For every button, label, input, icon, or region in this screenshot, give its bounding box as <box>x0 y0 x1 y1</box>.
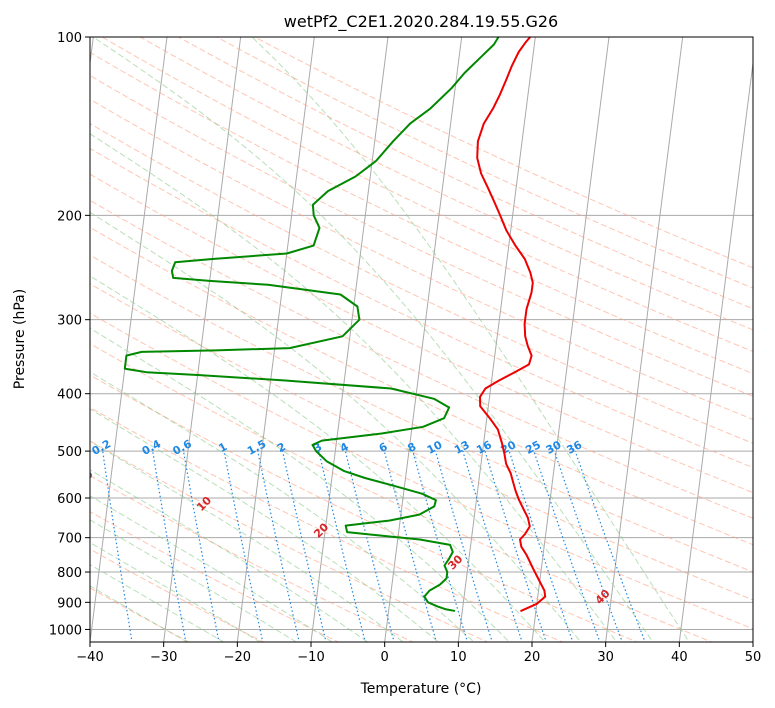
moist-adiabat-line <box>90 440 404 642</box>
y-tick-label: 600 <box>57 492 82 507</box>
isotherm-line <box>605 37 684 642</box>
moist-adiabat-line <box>90 327 511 642</box>
moist-adiabat-line <box>90 563 225 642</box>
x-tick-label: 20 <box>524 650 541 665</box>
dry-adiabat-line <box>139 37 753 331</box>
mixing-ratio-line <box>508 450 574 642</box>
plot-frame <box>89 36 754 643</box>
moist-adiabat-line <box>90 275 546 642</box>
moist-adiabat-line <box>90 211 582 642</box>
x-tick-label: 0 <box>381 650 389 665</box>
moist-adiabat-line <box>90 519 298 642</box>
moist-adiabat-line <box>90 408 440 642</box>
mixing-ratio-line <box>223 450 264 642</box>
x-axis-ticks: −40 −30 −20 −10 0 10 20 30 40 50 <box>76 642 761 665</box>
x-tick-label: 10 <box>450 650 467 665</box>
mixing-ratio-lines <box>102 450 646 642</box>
mixing-ratio-line <box>383 450 438 642</box>
dry-adiabat-line <box>101 37 753 353</box>
y-tick-label: 200 <box>57 209 82 224</box>
mixing-ratio-line <box>574 450 646 642</box>
mixing-ratio-label: 16 <box>474 438 494 457</box>
mixing-ratio-line <box>282 450 327 642</box>
x-axis-label: Temperature (°C) <box>360 681 482 697</box>
mixing-ratio-line <box>533 450 601 642</box>
dry-adiabat-line <box>90 123 753 444</box>
dry-adiabat-line <box>90 511 340 642</box>
moist-adiabat-line <box>90 585 189 642</box>
mixing-ratio-label: 30 <box>544 438 564 457</box>
x-tick-label: −10 <box>297 650 324 665</box>
dry-adiabat-line <box>90 173 753 494</box>
y-tick-label: 400 <box>57 388 82 403</box>
moist-adiabat-line <box>251 37 690 642</box>
temperature-profile-line <box>476 37 547 612</box>
moist-adiabat-line <box>90 541 262 642</box>
x-tick-label: −40 <box>76 650 103 665</box>
y-axis-ticks: 100 200 300 400 500 600 700 800 900 1000 <box>49 31 90 638</box>
isotherm-line <box>678 59 753 642</box>
dry-adiabat-line <box>90 74 753 397</box>
mixing-ratio-line <box>318 450 366 642</box>
dry-adiabat-label: 0 <box>81 468 96 483</box>
y-tick-label: 800 <box>57 566 82 581</box>
dry-adiabat-line <box>90 51 753 375</box>
mixing-ratio-line <box>257 450 300 642</box>
y-tick-label: 1000 <box>49 623 82 638</box>
y-axis-label: Pressure (hPa) <box>12 289 28 389</box>
dry-adiabat-lines <box>90 37 753 642</box>
y-tick-label: 100 <box>57 31 82 46</box>
isotherm-lines <box>90 37 753 642</box>
dewpoint-profile-line <box>123 37 500 612</box>
dry-adiabat-line <box>215 37 753 289</box>
x-tick-label: −20 <box>224 650 251 665</box>
dry-adiabat-line <box>90 254 753 573</box>
isotherm-line <box>531 37 610 642</box>
mixing-ratio-label: 36 <box>565 438 585 457</box>
y-tick-label: 700 <box>57 532 82 547</box>
x-tick-label: 30 <box>597 650 614 665</box>
mixing-ratio-line <box>102 451 133 642</box>
mixing-ratio-line <box>182 450 220 642</box>
x-tick-label: 50 <box>745 650 762 665</box>
y-tick-label: 500 <box>57 445 82 460</box>
dry-adiabat-line <box>253 37 753 269</box>
moist-adiabat-line <box>90 469 369 642</box>
dry-adiabat-line <box>90 147 753 469</box>
dry-adiabat-line <box>90 374 639 642</box>
isotherm-line <box>90 37 168 642</box>
dry-adiabat-line <box>90 343 713 642</box>
mixing-ratio-line <box>152 451 187 642</box>
mixing-ratio-label: 10 <box>425 438 445 457</box>
mixing-ratio-label: 13 <box>452 438 472 457</box>
dry-adiabat-line <box>90 283 753 601</box>
dry-adiabat-line <box>90 199 753 519</box>
y-tick-label: 300 <box>57 314 82 329</box>
x-tick-label: −30 <box>150 650 177 665</box>
dry-adiabat-line <box>90 98 753 420</box>
mixing-ratio-line <box>344 450 395 642</box>
y-tick-label: 900 <box>57 596 82 611</box>
x-tick-label: 40 <box>671 650 688 665</box>
chart-title: wetPf2_C2E1.2020.284.19.55.G26 <box>284 12 558 32</box>
isotherm-line <box>236 37 315 642</box>
plot-area: -100-90-80-70-60-50-40-30-20-10010203040… <box>81 37 753 642</box>
mixing-ratio-line <box>553 450 623 642</box>
mixing-ratio-label: 25 <box>523 438 543 457</box>
dry-adiabat-line <box>90 312 753 630</box>
sounding-series <box>123 37 547 612</box>
isotherm-line <box>310 37 389 642</box>
isotherm-line <box>163 37 242 642</box>
